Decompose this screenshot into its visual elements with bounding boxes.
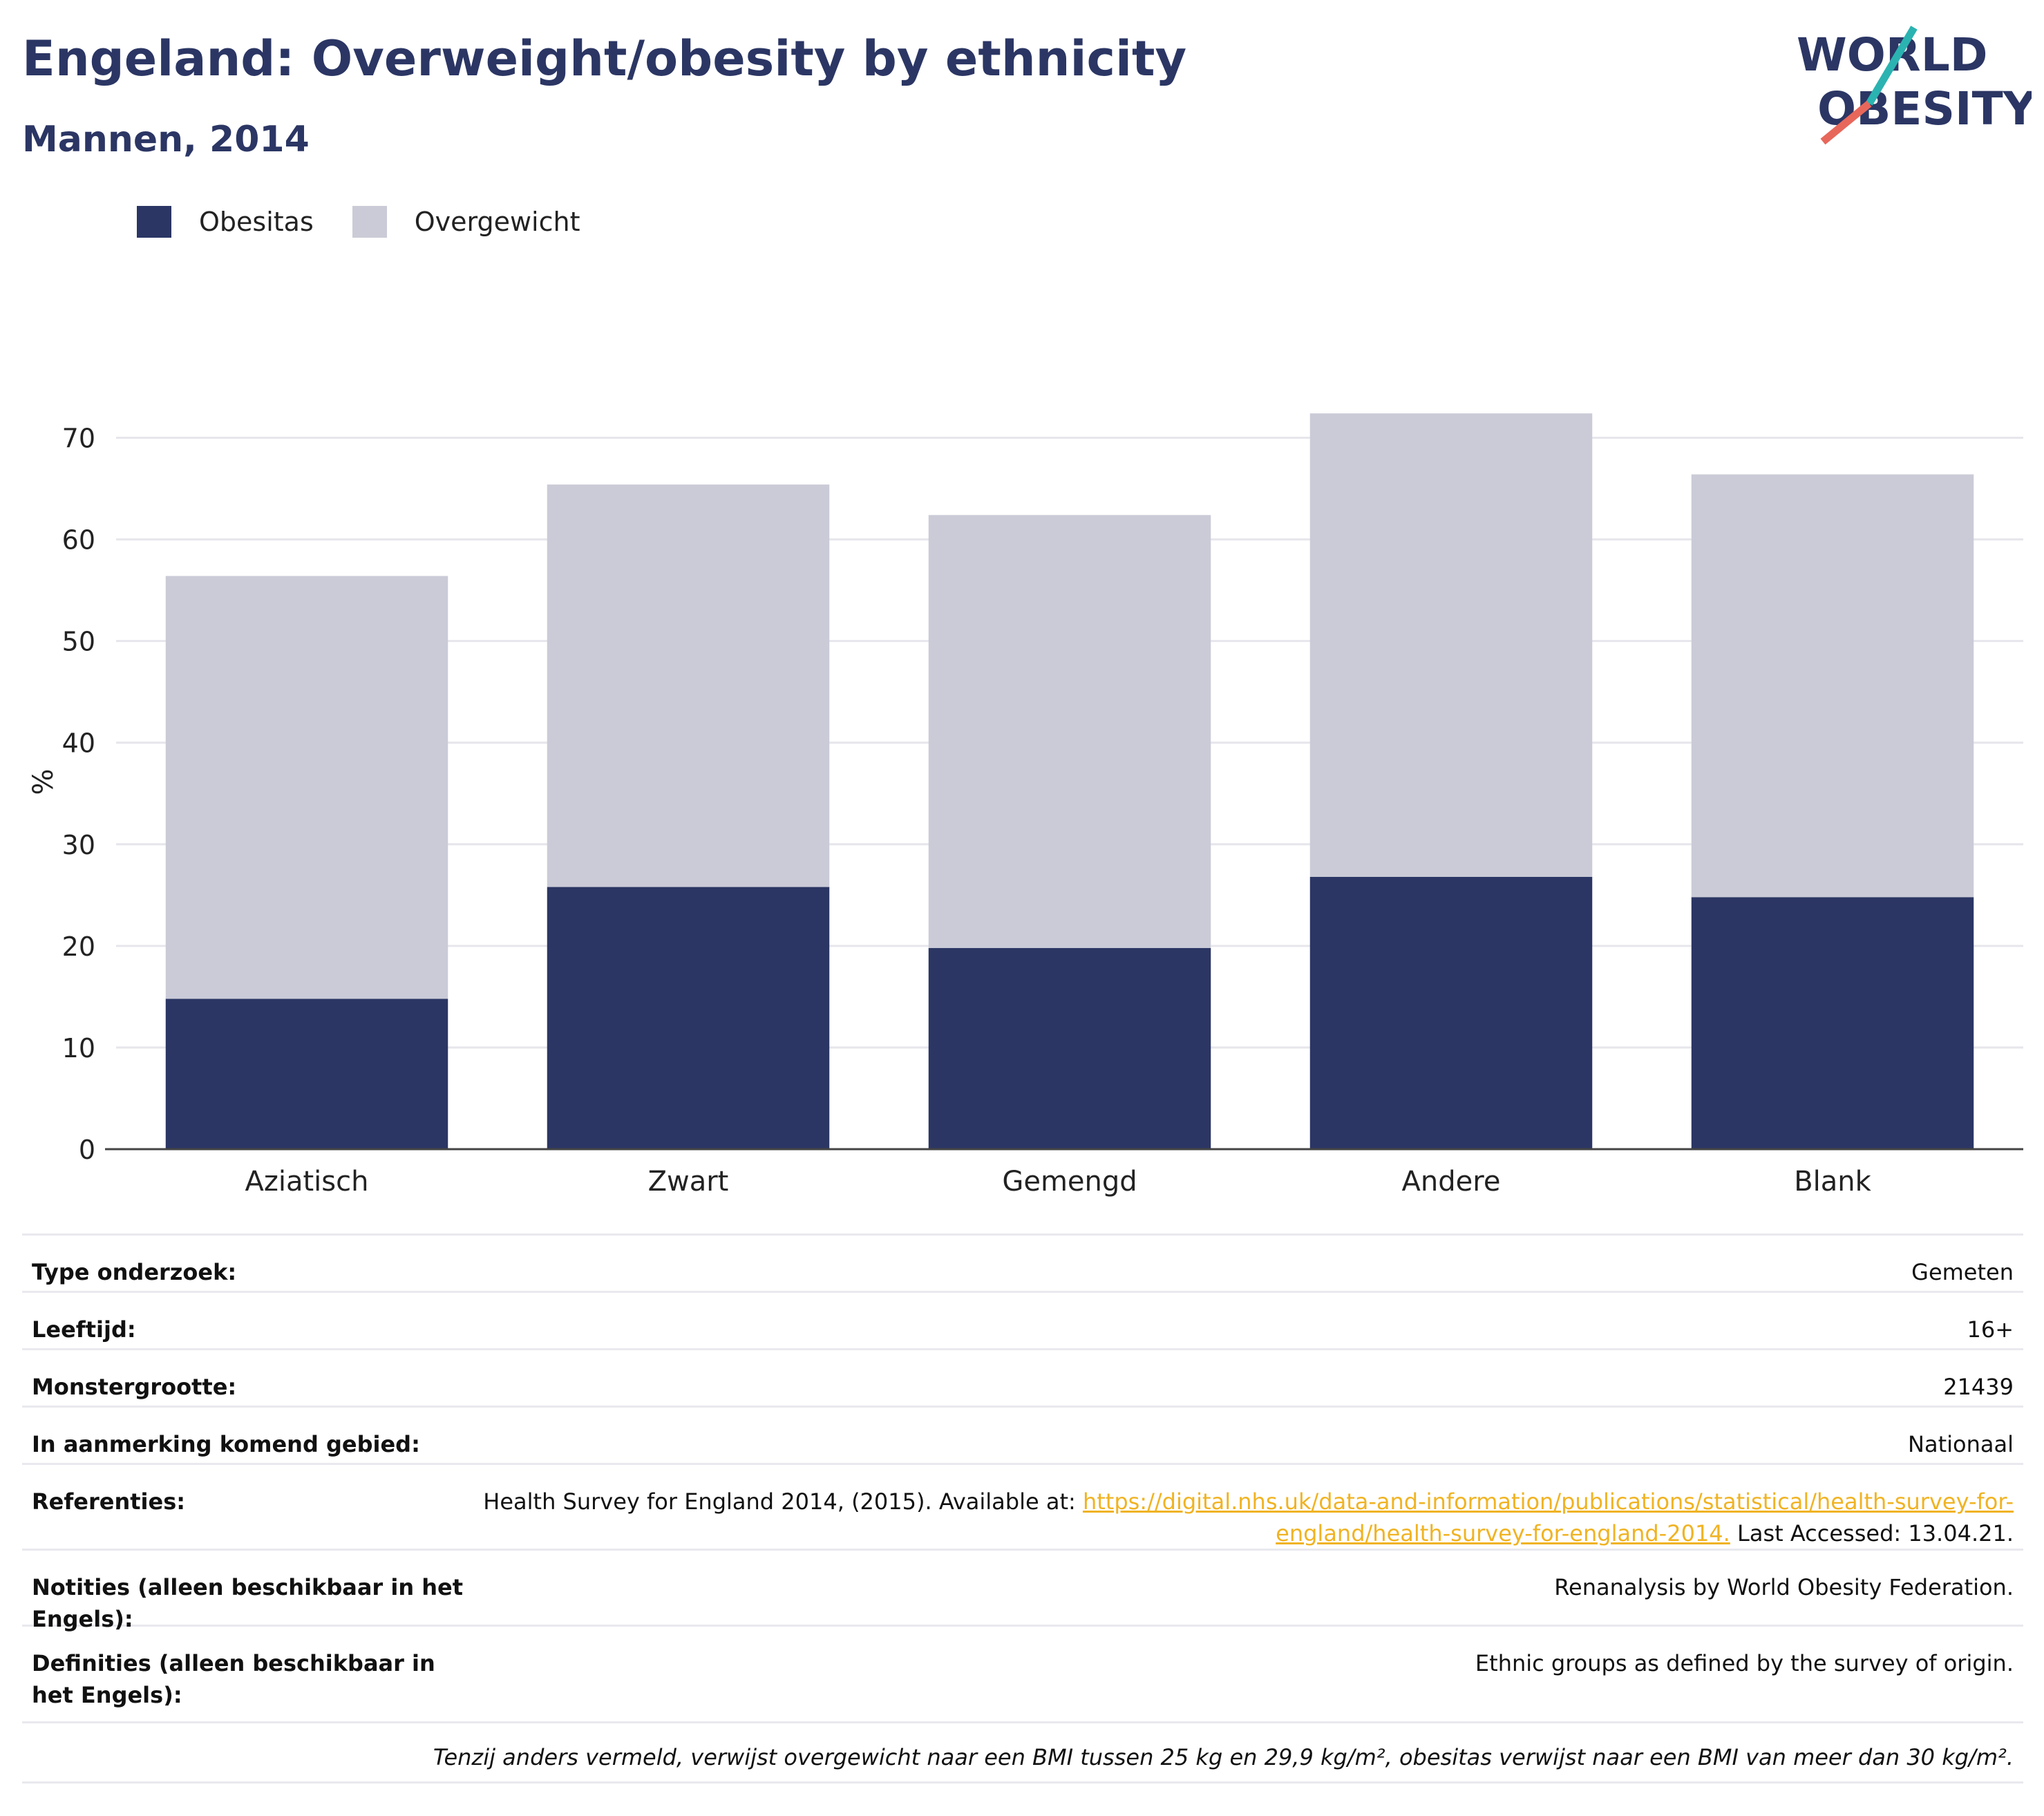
chart-legend: Obesitas Overgewicht [137,206,619,238]
bar-overgewicht-gemengd [928,515,1211,948]
info-value: Ethnic groups as defined by the survey o… [1475,1650,2014,1676]
legend-label-obesitas: Obesitas [199,207,314,237]
bar-overgewicht-blank [1691,474,1974,898]
info-row-references: Referenties: Health Survey for England 2… [22,1463,2023,1549]
logo-teal-slash [1866,26,1918,106]
info-value: Gemeten [1911,1259,2014,1285]
info-row-age: Leeftijd: 16+ [22,1291,2023,1348]
reference-suffix: Last Accessed: 13.04.21. [1730,1520,2014,1547]
legend-label-overgewicht: Overgewicht [414,207,580,237]
info-value: 21439 [1943,1374,2014,1400]
reference-link[interactable]: https://digital.nhs.uk/data-and-informat… [1082,1488,2014,1547]
y-tick-label: 70 [62,424,95,454]
x-tick-label: Andere [1402,1166,1501,1198]
legend-item-obesitas[interactable]: Obesitas [137,206,314,238]
reference-prefix: Health Survey for England 2014, (2015). … [483,1488,1083,1515]
bar-obesitas-aziatisch [165,999,448,1149]
logo-coral-slash [1820,100,1872,145]
bar-overgewicht-andere [1309,413,1593,877]
legend-swatch-obesitas [137,206,171,238]
y-tick-label: 20 [62,931,95,962]
y-axis-label: % [28,768,59,795]
logo-line-2: OBESITY [1817,82,2032,135]
info-label: Notities (alleen beschikbaar in het Enge… [32,1574,464,1632]
x-tick-label: Aziatisch [245,1166,369,1198]
info-value: Health Survey for England 2014, (2015). … [480,1486,2014,1549]
footnote: Tenzij anders vermeld, verwijst overgewi… [22,1721,2023,1784]
logo-line-1: WORLD [1797,28,1988,82]
world-obesity-logo: WORLD OBESITY [1797,26,2032,145]
y-tick-label: 10 [62,1033,95,1063]
bar-obesitas-blank [1691,897,1974,1149]
info-value: 16+ [1967,1316,2014,1343]
info-label: Definities (alleen beschikbaar in het En… [32,1650,435,1708]
bar-obesitas-andere [1309,876,1593,1149]
info-value: Nationaal [1908,1431,2014,1457]
page-title: Engeland: Overweight/obesity by ethnicit… [22,30,1187,87]
info-label: Type onderzoek: [32,1259,237,1285]
y-tick-label: 50 [62,627,95,657]
x-tick-label: Gemengd [1002,1166,1137,1198]
legend-swatch-overgewicht [352,206,387,238]
info-row-area: In aanmerking komend gebied: Nationaal [22,1406,2023,1463]
y-tick-label: 60 [62,525,95,556]
y-tick-label: 0 [79,1135,95,1165]
info-row-type: Type onderzoek: Gemeten [22,1233,2023,1291]
legend-item-overgewicht[interactable]: Overgewicht [352,206,580,238]
bar-overgewicht-zwart [547,484,830,887]
info-label: In aanmerking komend gebied: [32,1431,420,1457]
bar-overgewicht-aziatisch [165,576,448,999]
bar-obesitas-gemengd [928,947,1211,1149]
x-tick-label: Blank [1794,1166,1871,1198]
info-row-definitions: Definities (alleen beschikbaar in het En… [22,1625,2023,1721]
bar-chart: 0 10 20 30 40 50 60 70% Aziatisch Zwart Gemengd And… [28,413,2023,1198]
page-subtitle: Mannen, 2014 [22,119,310,160]
bar-obesitas-zwart [547,887,830,1149]
y-tick-label: 40 [62,728,95,759]
x-tick-label: Zwart [648,1166,729,1198]
info-row-sample: Monstergrootte: 21439 [22,1348,2023,1406]
info-value: Renanalysis by World Obesity Federation. [1554,1574,2014,1600]
info-label: Referenties: [32,1488,186,1515]
y-tick-label: 30 [62,830,95,860]
info-label: Monstergrootte: [32,1374,237,1400]
info-table: Type onderzoek: Gemeten Leeftijd: 16+ Mo… [22,1233,2023,1784]
info-label: Leeftijd: [32,1316,136,1343]
info-row-notes: Notities (alleen beschikbaar in het Enge… [22,1549,2023,1632]
